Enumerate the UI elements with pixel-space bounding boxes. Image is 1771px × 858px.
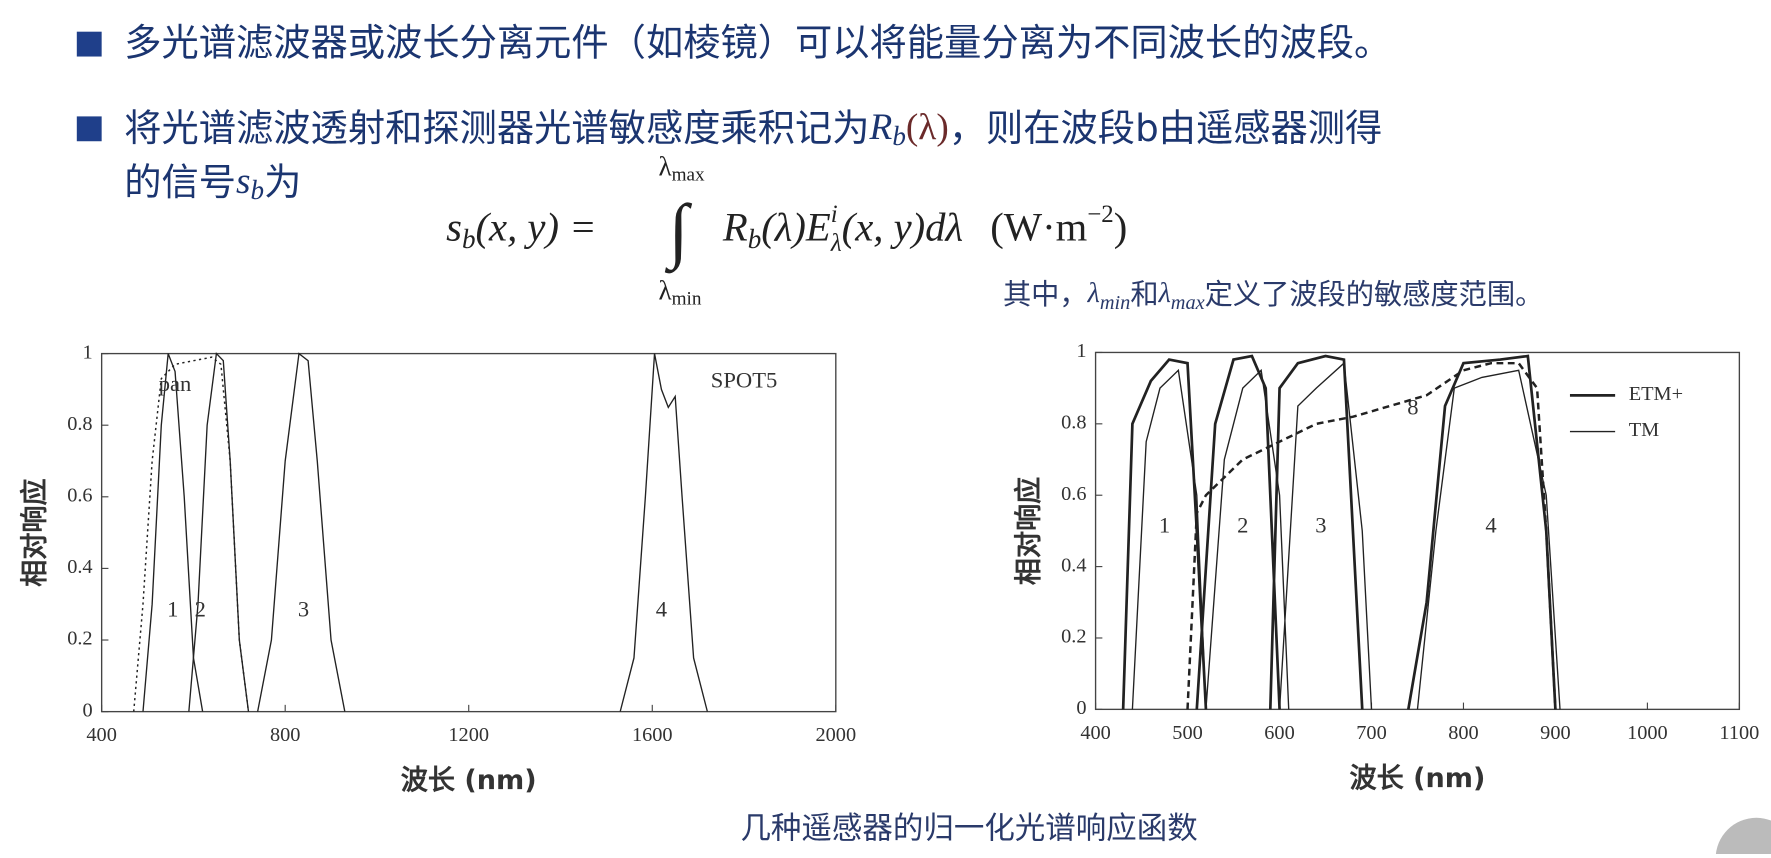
bullet-text: 的信号sb为	[124, 160, 301, 206]
response-curve	[619, 353, 709, 712]
y-axis-label: 相对响应	[19, 478, 51, 586]
curve-label: 1	[1159, 513, 1170, 538]
x-tick-label: 400	[1080, 722, 1111, 744]
y-tick-label: 0.2	[67, 628, 92, 650]
bullet-text: 多光谱滤波器或波长分离元件（如棱镜）可以将能量分离为不同波长的波段。	[124, 21, 1391, 65]
caption: 几种遥感器的归一化光谱响应函数	[740, 812, 1197, 847]
y-tick-label: 0	[1076, 697, 1086, 719]
x-tick-label: 2000	[815, 724, 856, 746]
x-axis-label: 波长 (nm)	[1350, 763, 1486, 794]
x-tick-label: 700	[1356, 722, 1387, 744]
response-curve	[132, 356, 250, 712]
upper-limit: λmax	[658, 152, 705, 186]
integral-sign: ∫	[665, 190, 693, 274]
y-axis-label: 相对响应	[1013, 477, 1045, 585]
y-tick-label: 1	[1076, 340, 1086, 362]
x-tick-label: 900	[1540, 722, 1570, 744]
curve-label: 8	[1407, 395, 1418, 420]
curve-label: 2	[1237, 513, 1248, 538]
bullet-text: 将光谱滤波透射和探测器光谱敏感度乘积记为Rb(λ)，则在波段b由遥感器测得	[124, 105, 1382, 151]
y-tick-label: 0.8	[1061, 412, 1086, 434]
x-tick-label: 800	[1448, 722, 1478, 744]
y-tick-label: 0	[82, 699, 92, 721]
y-tick-label: 1	[82, 341, 92, 363]
x-tick-label: 1600	[632, 724, 673, 746]
bullet-marker	[76, 116, 102, 142]
curve-label: pan	[159, 371, 192, 396]
formula: Rb(λ)Ei λ(x, y)dλ (W·m−2)	[722, 200, 1127, 256]
x-tick-label: 500	[1172, 722, 1203, 744]
lower-limit: λmin	[658, 276, 701, 310]
y-tick-label: 0.4	[1061, 554, 1086, 576]
response-curve	[1121, 354, 1557, 710]
curve-label: 4	[1485, 513, 1496, 538]
curve-label: 2	[195, 597, 206, 622]
note: 其中，λmin和λmax定义了波段的敏感度范围。	[1003, 278, 1543, 314]
legend-label: TM	[1629, 419, 1660, 441]
x-tick-label: 600	[1264, 722, 1295, 744]
response-curve	[188, 352, 250, 712]
curve-label: 3	[298, 597, 309, 622]
curve-label: 4	[656, 597, 667, 622]
y-tick-label: 0.8	[67, 413, 92, 435]
response-curve	[142, 353, 204, 712]
curve-label: SPOT5	[711, 367, 778, 392]
y-tick-label: 0.6	[67, 484, 92, 506]
y-tick-label: 0.4	[67, 556, 92, 578]
legend-label: ETM+	[1629, 383, 1683, 405]
curve-label: 1	[167, 597, 178, 622]
curve-label: 3	[1315, 513, 1326, 538]
x-tick-label: 800	[270, 724, 300, 746]
x-tick-label: 400	[86, 724, 117, 746]
formula: sb(x, y) =	[446, 205, 596, 254]
response-curve	[1131, 361, 1561, 710]
y-tick-label: 0.2	[1061, 626, 1086, 648]
bullet-marker	[76, 31, 102, 57]
x-tick-label: 1100	[1719, 722, 1759, 744]
x-axis-label: 波长 (nm)	[401, 765, 537, 796]
x-tick-label: 1000	[1627, 722, 1668, 744]
nav-button[interactable]	[1715, 817, 1771, 858]
x-tick-label: 1200	[448, 724, 489, 746]
response-curve	[256, 352, 346, 712]
y-tick-label: 0.6	[1061, 483, 1086, 505]
plot-frame	[100, 352, 837, 713]
